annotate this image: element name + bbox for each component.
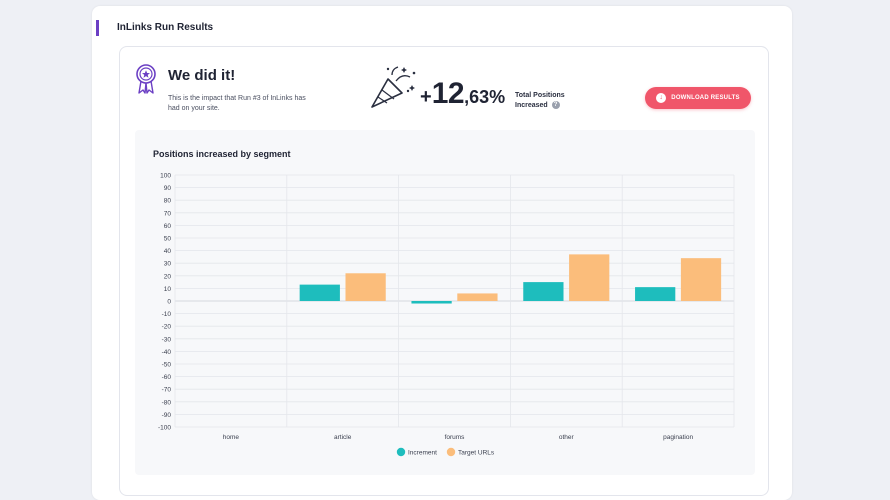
metric-label-text: Total Positions Increased bbox=[515, 92, 565, 109]
download-results-button[interactable]: ↓ DOWNLOAD RESULTS bbox=[645, 87, 751, 109]
y-tick-label: 40 bbox=[164, 248, 172, 255]
metric-sign: + bbox=[420, 86, 432, 108]
bar-target-urls-forums bbox=[457, 293, 498, 301]
y-tick-label: -90 bbox=[162, 412, 172, 419]
x-tick-label: forums bbox=[445, 434, 466, 441]
bar-increment-pagination bbox=[635, 287, 676, 301]
party-popper-icon bbox=[371, 66, 416, 108]
segment-chart-panel: Positions increased by segment 100 90 80 70… bbox=[135, 130, 755, 475]
results-card: InLinks Run Results We did it! This is t… bbox=[92, 6, 792, 500]
metric-label: Total Positions Increased ? bbox=[515, 91, 585, 111]
total-positions-metric: + 12 ,63% bbox=[420, 77, 505, 111]
y-tick-label: -60 bbox=[162, 374, 172, 381]
chart-title: Positions increased by segment bbox=[153, 149, 291, 159]
help-icon[interactable]: ? bbox=[551, 101, 560, 110]
bar-increment-article bbox=[299, 284, 340, 301]
y-tick-label: -50 bbox=[162, 362, 172, 369]
y-tick-label: 30 bbox=[164, 261, 172, 268]
metric-integer: 12 bbox=[431, 77, 465, 110]
y-tick-label: -80 bbox=[162, 399, 172, 406]
y-tick-label: 50 bbox=[164, 236, 172, 243]
impact-description: This is the impact that Run #3 of InLink… bbox=[168, 95, 306, 112]
section-title: InLinks Run Results bbox=[96, 20, 213, 36]
bar-target-urls-article bbox=[345, 273, 386, 301]
legend-label: Increment bbox=[408, 450, 437, 457]
x-tick-label: pagination bbox=[663, 434, 693, 441]
y-tick-label: 10 bbox=[164, 286, 172, 293]
x-tick-label: other bbox=[559, 434, 575, 441]
y-tick-label: 20 bbox=[164, 273, 172, 280]
y-tick-label: -20 bbox=[162, 324, 172, 331]
award-badge-icon bbox=[136, 64, 156, 94]
y-tick-label: 60 bbox=[164, 223, 172, 230]
y-tick-label: -40 bbox=[162, 349, 172, 356]
y-tick-label: 0 bbox=[167, 299, 171, 306]
legend-swatch-increment bbox=[396, 447, 406, 457]
y-tick-label: -30 bbox=[162, 336, 172, 343]
success-title: We did it! bbox=[168, 67, 236, 84]
y-tick-label: 80 bbox=[164, 198, 172, 205]
legend-swatch-target-urls bbox=[446, 447, 456, 457]
y-tick-label: -70 bbox=[162, 387, 172, 394]
y-tick-label: 70 bbox=[164, 210, 172, 217]
summary-card: We did it! This is the impact that Run #… bbox=[119, 46, 769, 496]
y-tick-label: 90 bbox=[164, 185, 172, 192]
bar-increment-forums bbox=[411, 301, 452, 304]
bar-increment-other bbox=[523, 282, 564, 301]
bar-target-urls-pagination bbox=[680, 258, 722, 301]
x-tick-label: article bbox=[334, 434, 352, 441]
metric-decimal: ,63% bbox=[464, 87, 506, 107]
y-tick-label: -10 bbox=[162, 311, 172, 318]
y-tick-label: 100 bbox=[160, 173, 171, 180]
positions-bar-chart: 1009080706050403020100-10-20-30-40-50-60… bbox=[158, 173, 735, 457]
legend-label: Target URLs bbox=[458, 450, 495, 457]
download-icon: ↓ bbox=[656, 93, 667, 103]
bar-target-urls-other bbox=[569, 254, 610, 301]
download-button-label: DOWNLOAD RESULTS bbox=[671, 95, 740, 101]
y-tick-label: -100 bbox=[158, 425, 171, 432]
x-tick-label: home bbox=[223, 434, 240, 441]
